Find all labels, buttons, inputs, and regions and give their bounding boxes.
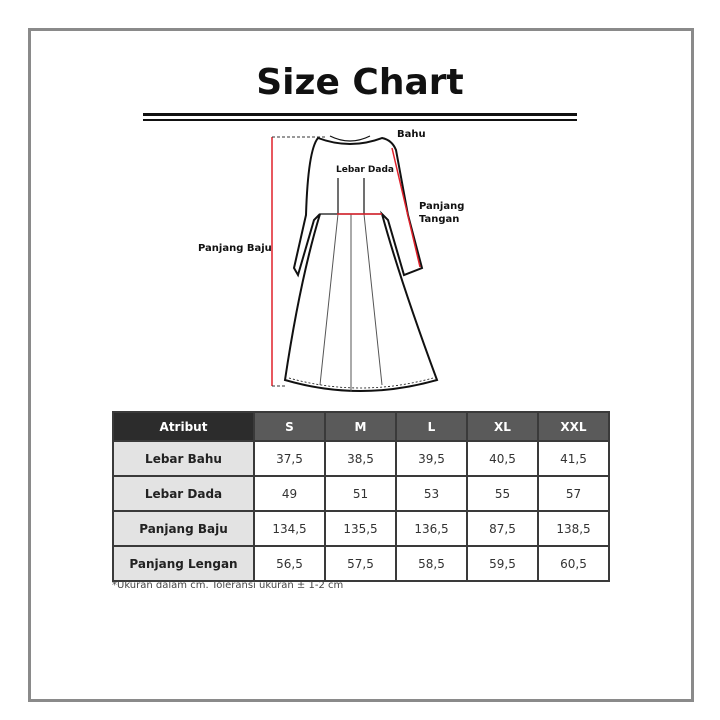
row-label: Lebar Dada xyxy=(112,475,255,512)
page-frame xyxy=(28,28,694,702)
cell: 136,5 xyxy=(395,510,468,547)
cell: 55 xyxy=(466,475,539,512)
cell: 134,5 xyxy=(253,510,326,547)
cell: 60,5 xyxy=(537,545,610,582)
label-sleeve-line1: Panjang xyxy=(419,201,465,212)
cell: 56,5 xyxy=(253,545,326,582)
table-row: Panjang Lengan 56,5 57,5 58,5 59,5 60,5 xyxy=(112,545,610,582)
header-size: S xyxy=(253,411,326,442)
label-length: Panjang Baju xyxy=(198,243,272,254)
cell: 41,5 xyxy=(537,440,610,477)
skirt-pleats xyxy=(319,213,383,392)
header-size: L xyxy=(395,411,468,442)
cell: 53 xyxy=(395,475,468,512)
size-note: *Ukuran dalam cm. Toleransi ukuran ± 1-2… xyxy=(112,580,344,591)
row-label: Panjang Baju xyxy=(112,510,255,547)
cell: 59,5 xyxy=(466,545,539,582)
title-divider-thin xyxy=(143,119,577,121)
header-size: XL xyxy=(466,411,539,442)
header-size: XXL xyxy=(537,411,610,442)
neckline xyxy=(329,135,371,142)
table-row: Lebar Dada 49 51 53 55 57 xyxy=(112,475,610,512)
cell: 57,5 xyxy=(324,545,397,582)
size-table: Atribut S M L XL XXL Lebar Bahu 37,5 38,… xyxy=(112,411,610,582)
row-label: Lebar Bahu xyxy=(112,440,255,477)
cell: 135,5 xyxy=(324,510,397,547)
cell: 40,5 xyxy=(466,440,539,477)
sleeve-measure-line xyxy=(391,147,421,268)
table-row: Panjang Baju 134,5 135,5 136,5 87,5 138,… xyxy=(112,510,610,547)
cell: 87,5 xyxy=(466,510,539,547)
row-label: Panjang Lengan xyxy=(112,545,255,582)
label-sleeve: Panjang Tangan xyxy=(419,200,464,226)
hem-stitch xyxy=(288,377,434,389)
cell: 138,5 xyxy=(537,510,610,547)
header-attribute: Atribut xyxy=(112,411,255,442)
cell: 58,5 xyxy=(395,545,468,582)
label-shoulder: Bahu xyxy=(397,129,426,140)
page-title: Size Chart xyxy=(256,62,464,103)
cell: 49 xyxy=(253,475,326,512)
dress-outline xyxy=(283,136,439,392)
cell: 57 xyxy=(537,475,610,512)
table-header-row: Atribut S M L XL XXL xyxy=(112,411,610,442)
label-chest: Lebar Dada xyxy=(336,165,394,175)
waist-seam xyxy=(320,178,382,215)
label-sleeve-line2: Tangan xyxy=(419,214,460,225)
title-divider xyxy=(143,113,577,116)
cell: 37,5 xyxy=(253,440,326,477)
header-size: M xyxy=(324,411,397,442)
table-row: Lebar Bahu 37,5 38,5 39,5 40,5 41,5 xyxy=(112,440,610,477)
cell: 51 xyxy=(324,475,397,512)
length-guides xyxy=(272,136,326,387)
cell: 38,5 xyxy=(324,440,397,477)
cell: 39,5 xyxy=(395,440,468,477)
